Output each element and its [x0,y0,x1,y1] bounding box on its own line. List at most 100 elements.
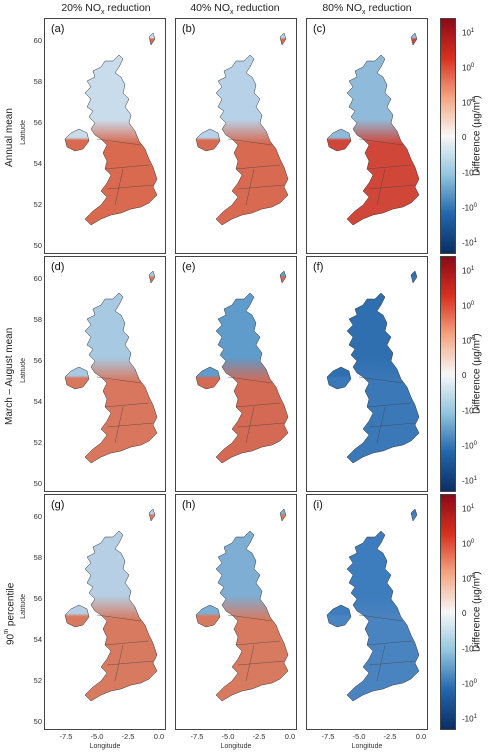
x-tick-label: -7.5 [321,732,335,741]
panel-label: (d) [51,261,65,273]
region-boundaries [227,138,285,206]
map-panel-b: (b) [175,18,297,254]
x-tick-label: 0.0 [415,732,427,741]
y-tick-label: 50 [33,241,42,250]
map-svg [195,32,289,226]
gb-landmass [215,54,289,226]
x-tick-label: -7.5 [190,732,204,741]
map-panel-c: (c) [306,18,428,254]
region-boundaries [358,138,416,206]
panel-label: (b) [182,23,196,35]
northern-ireland-landmass [195,366,221,390]
x-tick-label: -2.5 [252,732,266,741]
shetland-landmass [279,270,287,284]
colorbar-tick-label: 0 [462,133,467,142]
row-label-march-august: March – August mean [4,327,15,425]
gb-landmass [84,292,158,464]
shetland-landmass [148,270,156,284]
map-panel-i: (i) [306,494,428,730]
map-svg [195,270,289,464]
northern-ireland-landmass [326,366,352,390]
region-boundaries [358,376,416,444]
y-tick-label: 50 [33,479,42,488]
x-axis-title: Longitude [351,743,383,750]
column-title-40: 40% NOx reduction [190,2,280,17]
colorbar-tick-label: -101 [462,714,477,724]
region-boundaries [358,614,416,682]
map-svg [64,508,158,702]
gb-landmass [84,530,158,702]
shetland-landmass [279,32,287,46]
panel-label: (e) [182,261,196,273]
x-tick-label: -5.0 [221,732,235,741]
colorbar [440,494,456,730]
map-panel-d: (d) [44,256,166,492]
colorbar-tick-label: -101 [462,476,477,486]
y-tick-label: 58 [33,553,42,562]
colorbar-tick-label: -10-1 [462,168,479,178]
map-svg [64,32,158,226]
shetland-landmass [410,508,418,522]
x-tick-label: 0.0 [153,732,165,741]
map-svg [64,270,158,464]
map-panel-h: (h) [175,494,297,730]
y-tick-label: 56 [33,118,42,127]
colorbar-tick-label: 10-1 [462,98,477,108]
panel-label: (g) [51,499,65,511]
x-tick-label: 0.0 [284,732,296,741]
region-boundaries [227,614,285,682]
colorbar [440,18,456,254]
map-svg [326,508,420,702]
y-tick-label: 54 [33,397,42,406]
column-title-20: 20% NOx reduction [61,2,151,17]
colorbar [440,256,456,492]
x-axis-title: Longitude [220,743,252,750]
x-tick-label: -2.5 [121,732,135,741]
y-tick-label: 56 [33,356,42,365]
colorbar-tick-label: -100 [462,441,477,451]
y-tick-label: 50 [33,717,42,726]
gb-landmass [346,530,420,702]
northern-ireland-landmass [64,128,90,152]
row-label-annual: Annual mean [4,108,15,168]
colorbar-tick-label: -100 [462,679,477,689]
northern-ireland-landmass [326,604,352,628]
northern-ireland-landmass [326,128,352,152]
y-tick-label: 52 [33,438,42,447]
colorbar-tick-label: -10-1 [462,644,479,654]
map-panel-g: (g) [44,494,166,730]
gb-landmass [346,292,420,464]
map-panel-a: (a) [44,18,166,254]
colorbar-tick-label: 100 [462,539,475,549]
colorbar-tick-label: 101 [462,266,475,276]
shetland-landmass [279,508,287,522]
panel-label: (h) [182,499,196,511]
y-tick-label: 60 [33,274,42,283]
region-boundaries [96,138,154,206]
northern-ireland-landmass [195,128,221,152]
y-tick-label: 60 [33,36,42,45]
x-axis-title: Longitude [89,743,121,750]
panel-label: (c) [313,23,326,35]
gb-landmass [84,54,158,226]
colorbar-tick-label: 0 [462,609,467,618]
colorbar-title: Difference (µg/m3) [470,333,483,415]
x-tick-label: -2.5 [383,732,397,741]
region-boundaries [96,614,154,682]
y-tick-label: 54 [33,635,42,644]
column-title-80: 80% NOx reduction [322,2,412,17]
colorbar-tick-label: 101 [462,28,475,38]
colorbar-tick-label: -100 [462,203,477,213]
y-tick-label: 58 [33,77,42,86]
colorbar-tick-label: -101 [462,238,477,248]
colorbar-tick-label: 0 [462,371,467,380]
y-tick-label: 52 [33,200,42,209]
shetland-landmass [148,32,156,46]
colorbar-tick-label: -10-1 [462,406,479,416]
x-tick-label: -7.5 [59,732,73,741]
map-svg [326,270,420,464]
map-svg [195,508,289,702]
northern-ireland-landmass [195,604,221,628]
colorbar-tick-label: 101 [462,504,475,514]
northern-ireland-landmass [64,604,90,628]
